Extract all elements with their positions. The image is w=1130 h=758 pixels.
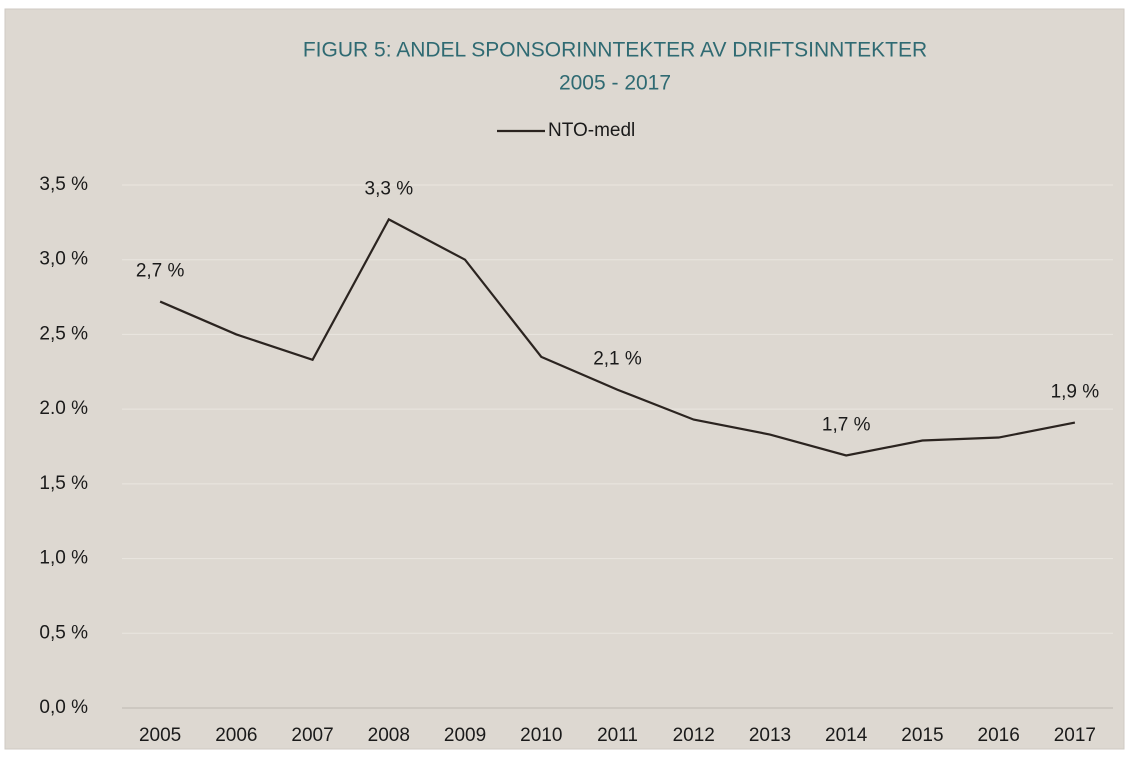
chart-subtitle: 2005 - 2017 — [559, 72, 671, 95]
data-label: 2,7 % — [136, 261, 185, 282]
x-tick-label: 2006 — [215, 725, 257, 746]
x-tick-label: 2015 — [901, 725, 943, 746]
y-tick-label: 1,0 % — [39, 548, 88, 569]
y-tick-label: 3,5 % — [39, 174, 88, 195]
y-tick-label: 2,5 % — [39, 323, 88, 344]
data-label: 1,7 % — [822, 414, 871, 435]
x-tick-label: 2014 — [825, 725, 868, 746]
y-tick-label: 2.0 % — [39, 398, 88, 419]
y-tick-label: 0,5 % — [39, 622, 88, 643]
data-line — [159, 217, 1076, 457]
x-tick-label: 2009 — [444, 725, 486, 746]
x-tick-label: 2016 — [978, 725, 1020, 746]
x-tick-label: 2010 — [520, 725, 562, 746]
x-tick-label: 2012 — [673, 725, 715, 746]
chart-title: FIGUR 5: ANDEL SPONSORINNTEKTER AV DRIFT… — [303, 39, 927, 62]
x-tick-label: 2011 — [597, 725, 638, 746]
x-tick-label: 2005 — [139, 725, 181, 746]
data-label: 2,1 % — [593, 349, 642, 370]
x-tick-label: 2007 — [291, 725, 333, 746]
x-tick-label: 2017 — [1054, 725, 1096, 746]
x-tick-label: 2013 — [749, 725, 791, 746]
data-label: 1,9 % — [1051, 382, 1100, 403]
chart-background — [4, 8, 1125, 750]
legend-label: NTO-medl — [548, 120, 635, 141]
data-label: 3,3 % — [365, 178, 414, 199]
x-tick-label: 2008 — [368, 725, 410, 746]
y-tick-label: 3,0 % — [39, 249, 88, 270]
y-tick-label: 0,0 % — [39, 697, 88, 718]
y-tick-label: 1,5 % — [39, 473, 88, 494]
